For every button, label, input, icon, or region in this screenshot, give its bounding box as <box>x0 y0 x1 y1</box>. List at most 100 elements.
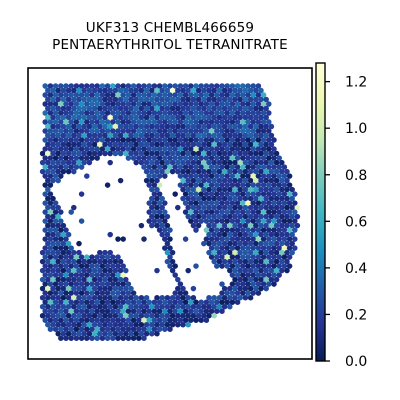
tissue-spot <box>198 200 204 206</box>
tissue-spot <box>154 204 160 211</box>
tissue-spot <box>65 321 72 328</box>
tissue-spot <box>45 150 51 157</box>
tissue-spot <box>198 173 204 179</box>
tissue-spot <box>229 191 236 197</box>
tissue-spot <box>203 308 210 314</box>
tissue-spot <box>292 200 298 206</box>
tissue-spot <box>255 209 262 215</box>
tissue-spot <box>73 155 80 161</box>
tissue-spot <box>162 92 168 98</box>
tissue-spot <box>94 155 100 161</box>
tissue-spot <box>55 276 61 283</box>
tissue-spot <box>159 105 165 112</box>
tissue-spot <box>289 213 295 220</box>
tissue-spot <box>58 83 64 89</box>
tissue-spot <box>242 132 249 139</box>
tissue-spot <box>255 272 262 278</box>
tissue-spot <box>208 119 215 125</box>
tissue-spot <box>292 227 298 233</box>
tissue-spot <box>42 236 48 242</box>
tissue-spot <box>227 132 233 139</box>
tissue-spot <box>89 128 95 134</box>
tissue-spot <box>162 146 168 152</box>
tissue-spot <box>97 330 103 337</box>
tissue-spot <box>237 168 243 175</box>
tissue-spot <box>164 312 171 319</box>
tissue-spot <box>162 173 168 179</box>
tissue-spot <box>99 281 106 287</box>
tissue-spot <box>260 191 267 197</box>
tissue-spot <box>154 186 160 193</box>
tissue-spot <box>214 209 220 215</box>
tissue-spot <box>242 141 249 148</box>
tissue-spot <box>279 159 285 166</box>
tissue-spot <box>112 303 119 310</box>
tissue-spot <box>175 312 181 319</box>
tissue-spot <box>216 132 223 139</box>
tissue-spot <box>260 137 267 143</box>
tissue-spot <box>250 182 256 188</box>
tissue-spot <box>107 150 113 157</box>
tissue-spot <box>190 195 197 202</box>
tissue-spot <box>107 231 113 238</box>
tissue-spot <box>125 326 132 332</box>
tissue-spot <box>47 182 54 188</box>
tissue-spot <box>154 267 160 274</box>
tissue-spot <box>60 321 67 328</box>
tissue-spot <box>55 177 61 184</box>
tissue-spot <box>195 186 202 193</box>
tissue-spot <box>94 128 100 134</box>
tissue-spot <box>68 299 74 305</box>
tissue-spot <box>65 312 72 319</box>
tissue-spot <box>159 312 165 319</box>
tissue-spot <box>219 155 225 161</box>
tissue-spot <box>273 249 280 256</box>
tissue-spot <box>258 267 264 274</box>
tissue-spot <box>55 204 61 211</box>
tissue-spot <box>164 132 171 139</box>
tissue-spot <box>117 177 124 184</box>
tissue-spot <box>84 335 90 341</box>
tissue-spot <box>146 218 152 224</box>
tissue-spot <box>65 258 72 265</box>
tissue-spot <box>117 105 124 112</box>
tissue-spot <box>190 303 197 310</box>
tissue-spot <box>130 92 137 98</box>
tissue-spot <box>266 101 272 107</box>
tissue-spot <box>68 155 74 161</box>
tissue-spot <box>71 294 77 301</box>
tissue-spot <box>224 200 230 206</box>
tissue-spot <box>78 137 85 143</box>
tissue-spot <box>219 245 225 251</box>
tissue-spot <box>216 114 223 121</box>
tissue-spot <box>221 186 228 193</box>
tissue-spot <box>58 299 64 305</box>
tissue-spot <box>214 110 220 116</box>
tissue-spot <box>91 96 98 103</box>
tissue-spot <box>58 263 64 269</box>
tissue-spot <box>268 186 275 193</box>
tissue-spot <box>55 330 61 337</box>
tissue-spot <box>221 222 228 229</box>
tissue-spot <box>224 299 230 305</box>
tissue-spot <box>219 182 225 188</box>
tissue-spot <box>151 119 158 125</box>
tissue-spot <box>162 137 168 143</box>
tissue-spot <box>162 209 168 215</box>
tissue-spot <box>81 141 87 148</box>
tissue-spot <box>195 222 202 229</box>
tissue-spot <box>240 290 246 296</box>
tissue-spot <box>216 159 223 166</box>
tissue-spot <box>97 150 103 157</box>
tissue-spot <box>78 92 85 98</box>
tissue-spot <box>63 245 69 251</box>
tissue-spot <box>198 299 204 305</box>
tissue-spot <box>211 105 217 112</box>
tissue-spot <box>63 263 69 269</box>
tissue-spot <box>102 258 108 265</box>
tissue-spot <box>146 209 152 215</box>
tissue-spot <box>224 182 230 188</box>
tissue-spot <box>237 258 243 265</box>
tissue-spot <box>128 114 134 121</box>
tissue-spot <box>177 281 184 287</box>
